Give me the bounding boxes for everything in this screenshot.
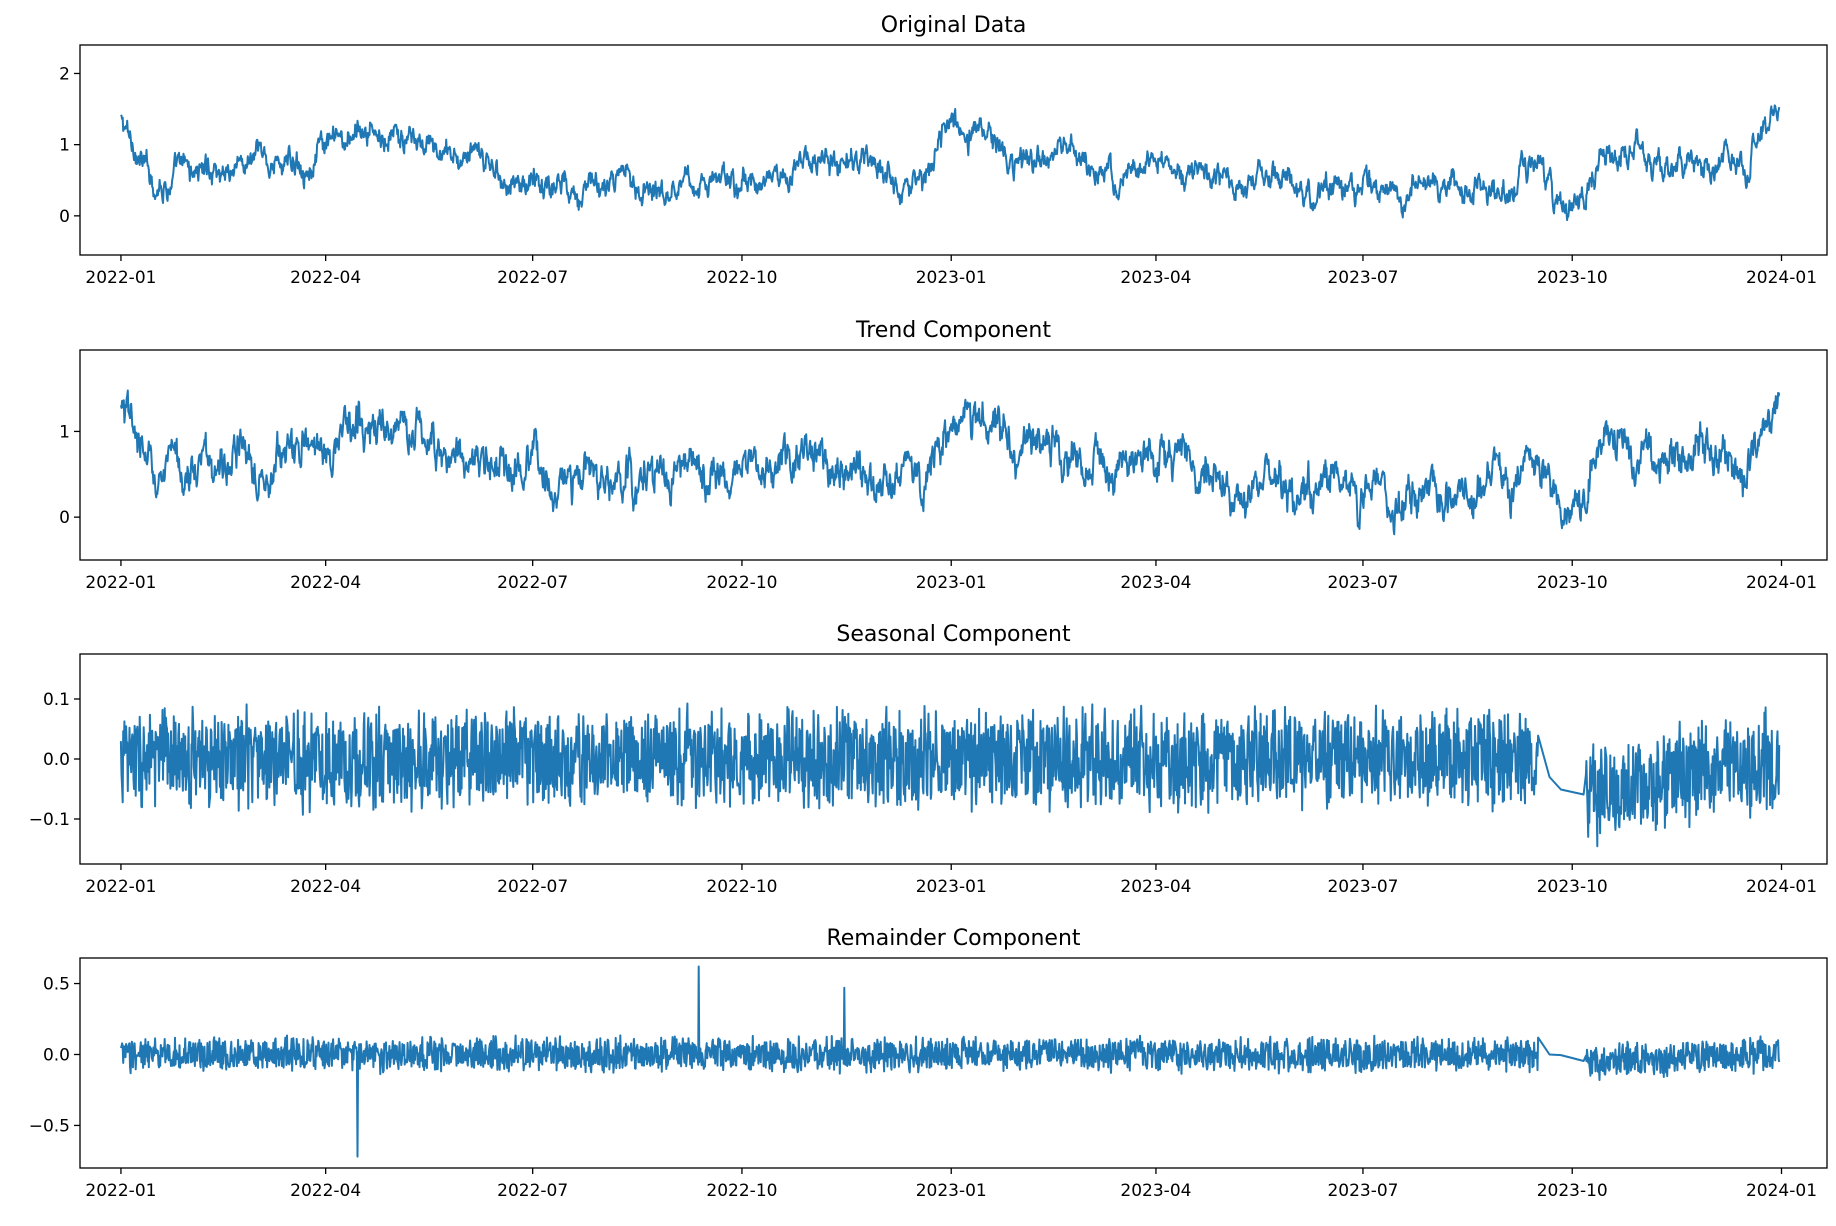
x-tick-label: 2022-04 xyxy=(290,268,361,288)
x-tick-label: 2023-04 xyxy=(1120,877,1191,897)
panel-4: Remainder Component 0.5 0.0 −0.5 2022-01 2022… xyxy=(29,926,1828,1201)
panel-title: Trend Component xyxy=(855,318,1051,343)
series-line xyxy=(120,104,1781,222)
panel-title: Remainder Component xyxy=(826,926,1080,951)
series-line xyxy=(119,702,1781,848)
panel-3: Seasonal Component 0.1 0.0 −0.1 2022-01 2022-… xyxy=(29,622,1828,897)
x-tick-label: 2023-10 xyxy=(1537,877,1608,897)
x-tick-label: 2022-01 xyxy=(85,877,156,897)
x-tick-label: 2024-01 xyxy=(1746,877,1817,897)
axes-frame xyxy=(79,349,1828,561)
panel-title: Seasonal Component xyxy=(836,622,1071,647)
x-tick-label: 2022-10 xyxy=(706,268,777,288)
x-tick-label: 2023-01 xyxy=(916,268,987,288)
x-tick-label: 2023-10 xyxy=(1537,268,1608,288)
x-tick-label: 2023-07 xyxy=(1327,877,1398,897)
x-tick-label: 2023-07 xyxy=(1327,1181,1398,1201)
panel-title: Original Data xyxy=(881,13,1027,38)
x-tick-label: 2023-04 xyxy=(1120,1181,1191,1201)
x-tick-label: 2023-07 xyxy=(1327,268,1398,288)
x-tick-label: 2023-01 xyxy=(916,877,987,897)
x-tick-label: 2023-04 xyxy=(1120,573,1191,593)
axes-frame xyxy=(79,44,1828,256)
x-tick-label: 2022-10 xyxy=(706,1181,777,1201)
y-tick-label: 0.0 xyxy=(43,750,70,770)
y-tick-label: 2 xyxy=(59,64,70,84)
x-tick-label: 2022-04 xyxy=(290,573,361,593)
x-tick-label: 2023-07 xyxy=(1327,573,1398,593)
x-tick-label: 2024-01 xyxy=(1746,573,1817,593)
series-line xyxy=(119,389,1781,536)
x-tick-label: 2023-01 xyxy=(916,573,987,593)
x-tick-label: 2022-04 xyxy=(290,1181,361,1201)
x-tick-label: 2023-10 xyxy=(1537,1181,1608,1201)
y-tick-label: −0.5 xyxy=(29,1116,70,1136)
y-tick-label: 0 xyxy=(59,508,70,528)
x-tick-label: 2023-10 xyxy=(1537,573,1608,593)
x-tick-label: 2023-04 xyxy=(1120,268,1191,288)
x-tick-label: 2022-07 xyxy=(497,1181,568,1201)
y-tick-label: 0.5 xyxy=(43,975,70,995)
y-tick-label: 0.1 xyxy=(43,690,70,710)
x-tick-label: 2022-10 xyxy=(706,573,777,593)
series-line xyxy=(119,965,1781,1158)
x-tick-label: 2024-01 xyxy=(1746,268,1817,288)
y-tick-label: 0.0 xyxy=(43,1045,70,1065)
y-tick-label: −0.1 xyxy=(29,810,70,830)
y-tick-label: 1 xyxy=(59,422,70,442)
x-tick-label: 2022-04 xyxy=(290,877,361,897)
x-tick-label: 2022-01 xyxy=(85,573,156,593)
x-tick-label: 2022-01 xyxy=(85,268,156,288)
x-tick-label: 2022-10 xyxy=(706,877,777,897)
x-tick-label: 2023-01 xyxy=(916,1181,987,1201)
x-tick-label: 2022-07 xyxy=(497,268,568,288)
x-tick-label: 2024-01 xyxy=(1746,1181,1817,1201)
x-tick-label: 2022-07 xyxy=(497,573,568,593)
x-tick-label: 2022-07 xyxy=(497,877,568,897)
panel-1: Original Data 0 1 2 2022-01 2022-04 2022-07 202… xyxy=(59,13,1828,288)
axes-frame xyxy=(79,957,1828,1169)
x-tick-label: 2022-01 xyxy=(85,1181,156,1201)
panel-2: Trend Component 0 1 2022-01 2022-04 2022-07 20… xyxy=(59,318,1828,593)
y-tick-label: 1 xyxy=(59,136,70,156)
y-tick-label: 0 xyxy=(59,207,70,227)
